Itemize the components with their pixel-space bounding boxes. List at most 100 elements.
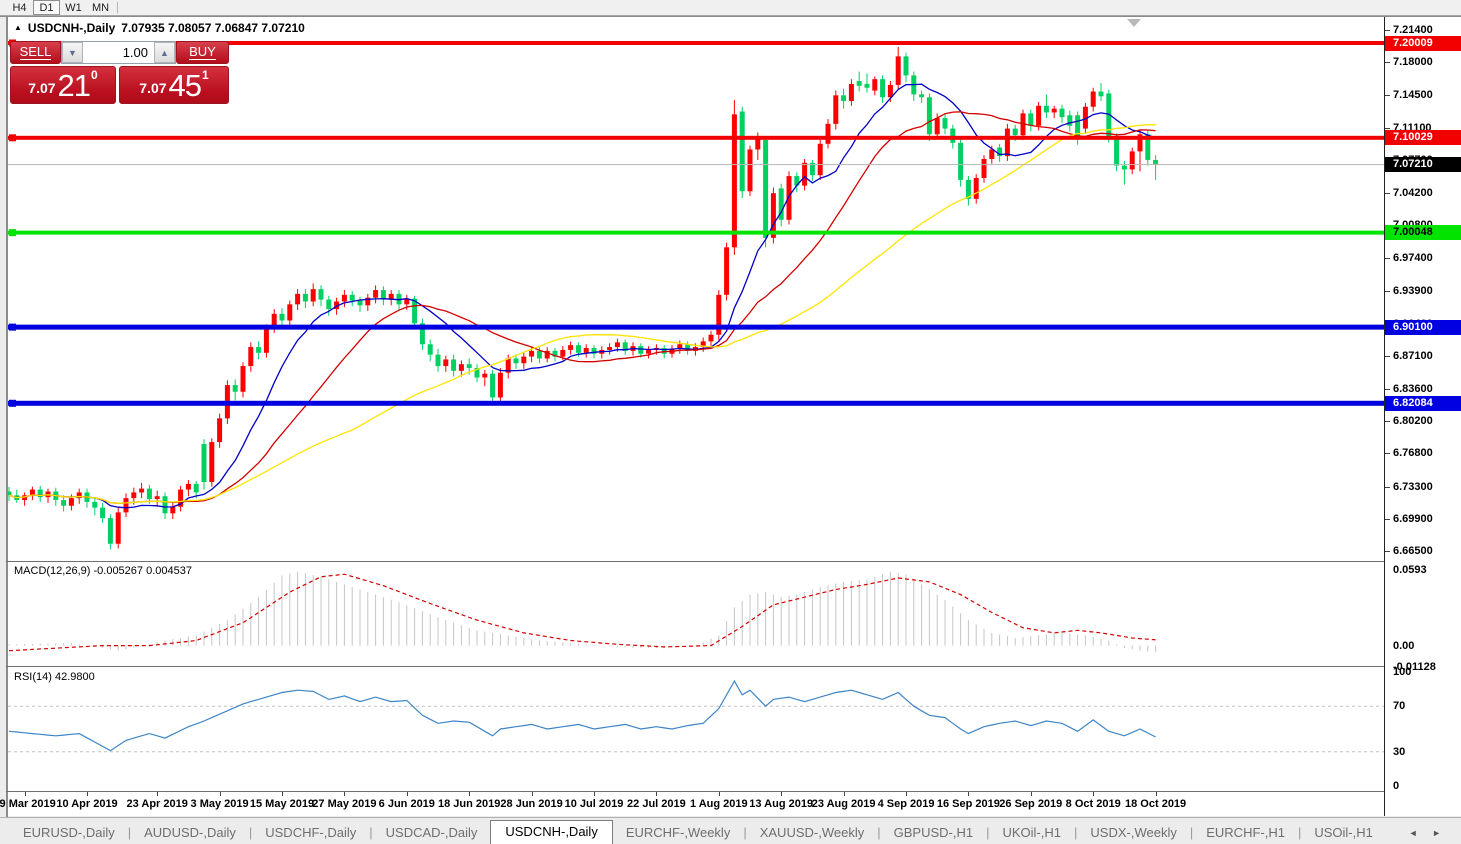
line-handle-6.82084[interactable] (9, 399, 16, 407)
buy-price-button[interactable]: 7.07 45 1 (119, 66, 229, 104)
price-tick-6.80200: 6.80200 (1385, 415, 1461, 427)
tick-label: 6.76800 (1393, 447, 1433, 460)
horizontal-line-6.90100[interactable] (8, 324, 1384, 330)
tab-usdx-weekly[interactable]: USDX-,Weekly (1090, 825, 1177, 840)
rsi-label: RSI(14) 42.9800 (14, 671, 95, 683)
date-label: 29 Mar 2019 (0, 798, 56, 810)
price-line-label-7.10029: 7.10029 (1385, 130, 1461, 146)
volume-increase-button[interactable]: ▲ (154, 42, 175, 63)
price-tick-7.04200: 7.04200 (1385, 187, 1461, 199)
date-tick (219, 792, 221, 796)
rsi-indicator-pane[interactable] (8, 668, 1384, 791)
date-label: 26 Sep 2019 (999, 798, 1063, 810)
buy-button[interactable]: BUY (176, 41, 229, 64)
date-label: 28 Jun 2019 (500, 798, 563, 810)
tick-dash (1385, 551, 1390, 553)
tab-eurchf-h1[interactable]: EURCHF-,H1 (1206, 825, 1285, 840)
price-tick-6.73300: 6.73300 (1385, 481, 1461, 493)
tick-dash (1385, 257, 1390, 259)
pane-separator[interactable] (6, 666, 1461, 667)
tick-dash (1385, 62, 1390, 64)
tab-scroll-arrows[interactable]: ◄ ► (1408, 828, 1447, 838)
chart-symbol-label: USDCNH-,Daily (27, 21, 116, 35)
horizontal-line-7.07210[interactable] (8, 164, 1384, 166)
date-tick (656, 792, 658, 796)
date-tick (24, 792, 26, 796)
horizontal-line-7.10029[interactable] (8, 135, 1384, 140)
horizontal-line-7.20009[interactable] (8, 41, 1384, 45)
price-tick-6.66500: 6.66500 (1385, 545, 1461, 557)
price-tick-6.93900: 6.93900 (1385, 285, 1461, 297)
symbol-tab-bar: EURUSD-,Daily | AUDUSD-,Daily | USDCHF-,Dail… (0, 817, 1461, 844)
main-price-chart[interactable] (8, 17, 1384, 561)
timeframe-button-mn[interactable]: MN (91, 1, 110, 14)
tick-label: 6.80200 (1393, 415, 1433, 428)
line-handle-7.10029[interactable] (9, 134, 16, 142)
tab-separator: | (1074, 825, 1078, 840)
sell-button[interactable]: SELL (10, 41, 61, 64)
tab-separator: | (1297, 825, 1302, 840)
date-tick (968, 792, 970, 796)
volume-input[interactable]: 1.00 (122, 45, 148, 60)
price-line-label-6.90100: 6.90100 (1385, 319, 1461, 335)
date-label: 1 Aug 2019 (689, 798, 748, 810)
tick-dash (1385, 291, 1390, 293)
timeframe-button-w1[interactable]: W1 (65, 1, 82, 14)
date-tick (87, 792, 88, 796)
tab-separator: | (248, 825, 253, 840)
date-tick (531, 792, 533, 796)
date-tick (282, 792, 283, 796)
rsi-axis-label: 70 (1393, 700, 1406, 713)
macd-signal-line (8, 573, 1156, 652)
horizontal-line-7.00048[interactable] (8, 230, 1384, 235)
macd-axis-label: 0.0593 (1393, 564, 1427, 576)
date-tick (718, 792, 720, 796)
tick-dash (1385, 486, 1390, 488)
sell-price-button[interactable]: 7.07 21 0 (10, 66, 116, 104)
price-line-label-7.07210: 7.07210 (1385, 157, 1461, 173)
date-tick (1155, 792, 1157, 796)
price-tick-6.76800: 6.76800 (1385, 447, 1461, 459)
line-handle-7.00048[interactable] (9, 229, 16, 237)
tab-xauusd-weekly[interactable]: XAUUSD-,Weekly (759, 825, 865, 840)
toolbar-separator (117, 2, 118, 13)
tick-label: 6.93900 (1393, 285, 1433, 298)
price-tick-6.87100: 6.87100 (1385, 350, 1461, 362)
tab-ukoil-h1[interactable]: UKOil-,H1 (1002, 825, 1061, 840)
tick-label: 6.97400 (1393, 251, 1433, 264)
chart-shift-marker-icon[interactable] (1127, 19, 1141, 27)
price-tick-6.97400: 6.97400 (1385, 252, 1461, 264)
tab-usdcad-daily[interactable]: USDCAD-,Daily (385, 825, 478, 840)
tick-dash (1385, 355, 1390, 357)
tick-dash (1385, 29, 1390, 31)
price-axis-border (1384, 17, 1385, 816)
line-handle-6.90100[interactable] (9, 323, 16, 331)
date-label: 18 Jun 2019 (438, 798, 501, 810)
date-label: 4 Sep 2019 (877, 798, 935, 810)
tab-separator: | (877, 825, 881, 840)
timeframe-button-h4[interactable]: H4 (12, 1, 27, 14)
tick-dash (1385, 127, 1390, 129)
pane-separator[interactable] (6, 561, 1461, 562)
tab-usdchf-daily[interactable]: USDCHF-,Daily (265, 825, 357, 840)
timeframe-button-d1[interactable]: D1 (33, 0, 60, 15)
macd-axis-label: 0.00 (1393, 639, 1415, 652)
tab-eurchf-weekly[interactable]: EURCHF-,Weekly (625, 825, 731, 840)
tab-eurusd-daily[interactable]: EURUSD-,Daily (23, 825, 115, 840)
price-axis[interactable]: 7.214007.180007.145007.111007.077007.042… (1385, 17, 1461, 816)
tab-audusd-daily[interactable]: AUDUSD-,Daily (144, 825, 236, 840)
tab-separator: | (1189, 825, 1194, 840)
horizontal-line-6.82084[interactable] (8, 400, 1384, 406)
tab-gbpusd-h1[interactable]: GBPUSD-,H1 (893, 825, 974, 840)
volume-decrease-button[interactable]: ▼ (62, 42, 83, 63)
date-tick (157, 792, 159, 796)
macd-indicator-pane[interactable] (8, 563, 1384, 666)
tab-usdcnh-daily[interactable]: USDCNH-,Daily (490, 820, 613, 844)
macd-label: MACD(12,26,9) -0.005267 0.004537 (14, 565, 192, 577)
chart-title: ▲ USDCNH-,Daily 7.07935 7.08057 7.06847 … (14, 21, 305, 35)
tab-usoil-h1[interactable]: USOil-,H1 (1314, 825, 1373, 840)
price-line-label-7.20009: 7.20009 (1385, 35, 1461, 51)
price-line-label-7.00048: 7.00048 (1385, 225, 1461, 241)
collapse-triangle-icon[interactable]: ▲ (14, 22, 22, 32)
